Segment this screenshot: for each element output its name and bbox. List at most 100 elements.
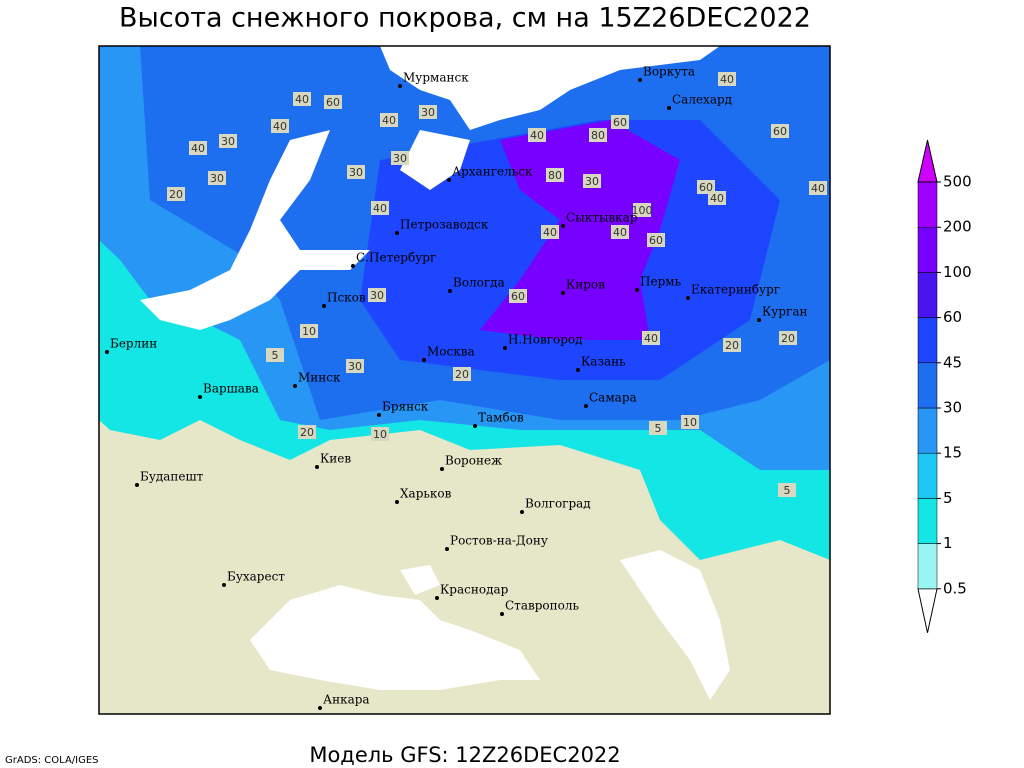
- contour-label: 30: [210, 172, 224, 185]
- city-dot: [584, 404, 588, 408]
- colorbar-band: [917, 226, 938, 273]
- contour-label-box: [371, 427, 389, 441]
- contour-label: 60: [511, 290, 525, 303]
- colorbar-label: 100: [943, 263, 972, 281]
- contour-label-box: [380, 113, 398, 127]
- contour-label: 30: [349, 166, 363, 179]
- city-label: Мурманск: [403, 71, 469, 85]
- city-label: Краснодар: [440, 583, 509, 597]
- contour-label-box: [779, 331, 797, 345]
- contour-label-box: [697, 180, 715, 194]
- city-label: Воркута: [643, 65, 695, 79]
- city-dot: [440, 467, 444, 471]
- contour-label-box: [546, 168, 564, 182]
- city-dot: [503, 346, 507, 350]
- city-dot: [135, 483, 139, 487]
- city-label: Салехард: [672, 93, 732, 107]
- city-dot: [398, 84, 402, 88]
- white-sea: [400, 130, 470, 190]
- contour-label-box: [649, 421, 667, 435]
- contour-label: 30: [393, 152, 407, 165]
- colorbar-label: 45: [943, 353, 962, 371]
- contour-label: 40: [191, 142, 205, 155]
- city-dot: [422, 358, 426, 362]
- contour-label: 40: [811, 182, 825, 195]
- city-label: Архангельск: [452, 165, 533, 179]
- city-dot: [322, 304, 326, 308]
- city-label: Будапешт: [140, 470, 204, 484]
- contour-label-box: [642, 331, 660, 345]
- city-dot: [198, 395, 202, 399]
- contour-label: 60: [699, 181, 713, 194]
- city-label: Пермь: [640, 275, 682, 289]
- city-label: Екатеринбург: [691, 283, 780, 297]
- city-label: Казань: [581, 355, 626, 369]
- city-label: Сыктывкар: [566, 211, 638, 225]
- city-dot: [293, 384, 297, 388]
- contour-label: 100: [632, 204, 653, 217]
- city-label: Псков: [327, 291, 366, 305]
- colorbar-label: 5: [943, 489, 953, 507]
- contour-label: 20: [169, 188, 183, 201]
- city-dot: [105, 350, 109, 354]
- contour-label: 40: [710, 192, 724, 205]
- colorbar-band: [917, 272, 938, 318]
- city-dot: [635, 288, 639, 292]
- contour-label: 40: [543, 226, 557, 239]
- contour-label-box: [509, 289, 527, 303]
- model-label: Модель GFS: 12Z26DEC2022: [309, 743, 620, 767]
- city-label: Воронеж: [445, 454, 502, 468]
- contour-label: 60: [773, 125, 787, 138]
- city-label: Киров: [566, 278, 605, 292]
- contour-label-box: [347, 165, 365, 179]
- contour-label-box: [167, 187, 185, 201]
- contour-label-box: [208, 171, 226, 185]
- city-dot: [447, 178, 451, 182]
- colorbar-label: 1: [943, 534, 953, 552]
- city-label: Варшава: [203, 382, 259, 396]
- contour-label-box: [611, 225, 629, 239]
- contour-label: 30: [370, 289, 384, 302]
- city-dot: [561, 291, 565, 295]
- city-label: Ростов-на-Дону: [450, 534, 548, 548]
- contour-label: 80: [548, 169, 562, 182]
- city-label: Минск: [298, 371, 341, 385]
- city-dot: [222, 583, 226, 587]
- contour-label: 40: [644, 332, 658, 345]
- colorbar-end: [917, 139, 938, 183]
- city-label: Москва: [427, 345, 475, 359]
- contour-label-box: [391, 151, 409, 165]
- city-dot: [315, 465, 319, 469]
- city-dot: [500, 612, 504, 616]
- contour-label-box: [266, 348, 284, 362]
- city-label: Курган: [762, 305, 807, 319]
- colorbar-band: [917, 452, 938, 499]
- colorbar-label: 15: [943, 444, 962, 462]
- city-label: Брянск: [382, 400, 429, 414]
- contour-label: 80: [591, 129, 605, 142]
- contour-label-box: [368, 288, 386, 302]
- city-dot: [757, 318, 761, 322]
- contour-label-box: [271, 119, 289, 133]
- city-dot: [395, 500, 399, 504]
- city-label: Анкара: [323, 693, 370, 707]
- contour-label: 30: [221, 135, 235, 148]
- contour-label-box: [419, 105, 437, 119]
- city-label: Самара: [589, 391, 637, 405]
- contour-label: 5: [272, 349, 279, 362]
- contour-label-box: [723, 338, 741, 352]
- barents-sea: [380, 46, 720, 130]
- city-dot: [318, 706, 322, 710]
- colorbar-label: 0.5: [943, 579, 967, 597]
- city-label: Киев: [320, 452, 351, 466]
- contour-label: 10: [683, 416, 697, 429]
- city-dot: [395, 231, 399, 235]
- contour-label: 40: [720, 73, 734, 86]
- city-label: Волгоград: [525, 497, 591, 511]
- contour-label: 40: [273, 120, 287, 133]
- contour-label: 30: [585, 175, 599, 188]
- city-dot: [473, 424, 477, 428]
- contour-label: 20: [725, 339, 739, 352]
